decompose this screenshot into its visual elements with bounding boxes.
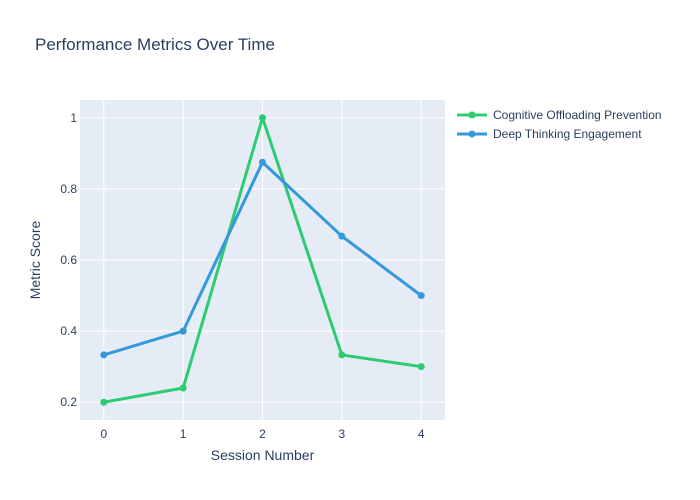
legend-item[interactable]: Cognitive Offloading Prevention — [457, 108, 662, 122]
x-tick-label: 3 — [339, 427, 346, 441]
legend-label: Deep Thinking Engagement — [493, 127, 642, 141]
data-point[interactable] — [338, 232, 346, 240]
legend-swatch-marker — [468, 130, 476, 138]
y-tick-label: 0.2 — [60, 395, 77, 409]
y-tick-label: 0.4 — [60, 324, 77, 338]
series-lines — [100, 114, 425, 406]
legend-label: Cognitive Offloading Prevention — [493, 108, 662, 122]
y-axis-ticks: 0.2 0.4 0.6 0.8 1 — [60, 111, 77, 409]
data-point[interactable] — [179, 327, 187, 335]
y-tick-label: 1 — [70, 111, 77, 125]
data-point[interactable] — [100, 398, 108, 406]
data-point[interactable] — [338, 351, 346, 359]
data-point[interactable] — [179, 384, 187, 392]
y-tick-label: 0.6 — [60, 253, 77, 267]
x-tick-label: 2 — [259, 427, 266, 441]
series-2 — [100, 158, 425, 359]
y-tick-label: 0.8 — [60, 182, 77, 196]
y-axis-title: Metric Score — [27, 221, 43, 300]
x-tick-label: 0 — [100, 427, 107, 441]
x-tick-label: 4 — [418, 427, 425, 441]
x-axis-title: Session Number — [211, 447, 315, 463]
series-1 — [100, 114, 425, 406]
x-axis-ticks: 0 1 2 3 4 — [100, 427, 424, 441]
data-point[interactable] — [259, 158, 266, 166]
x-tick-label: 1 — [180, 427, 187, 441]
legend: Cognitive Offloading Prevention Deep Thin… — [457, 108, 662, 141]
data-point[interactable] — [417, 363, 425, 371]
chart-title: Performance Metrics Over Time — [35, 35, 275, 54]
data-point[interactable] — [259, 114, 266, 122]
data-point[interactable] — [100, 351, 108, 359]
legend-item[interactable]: Deep Thinking Engagement — [457, 127, 642, 141]
legend-swatch-marker — [468, 111, 476, 119]
data-point[interactable] — [417, 292, 425, 300]
